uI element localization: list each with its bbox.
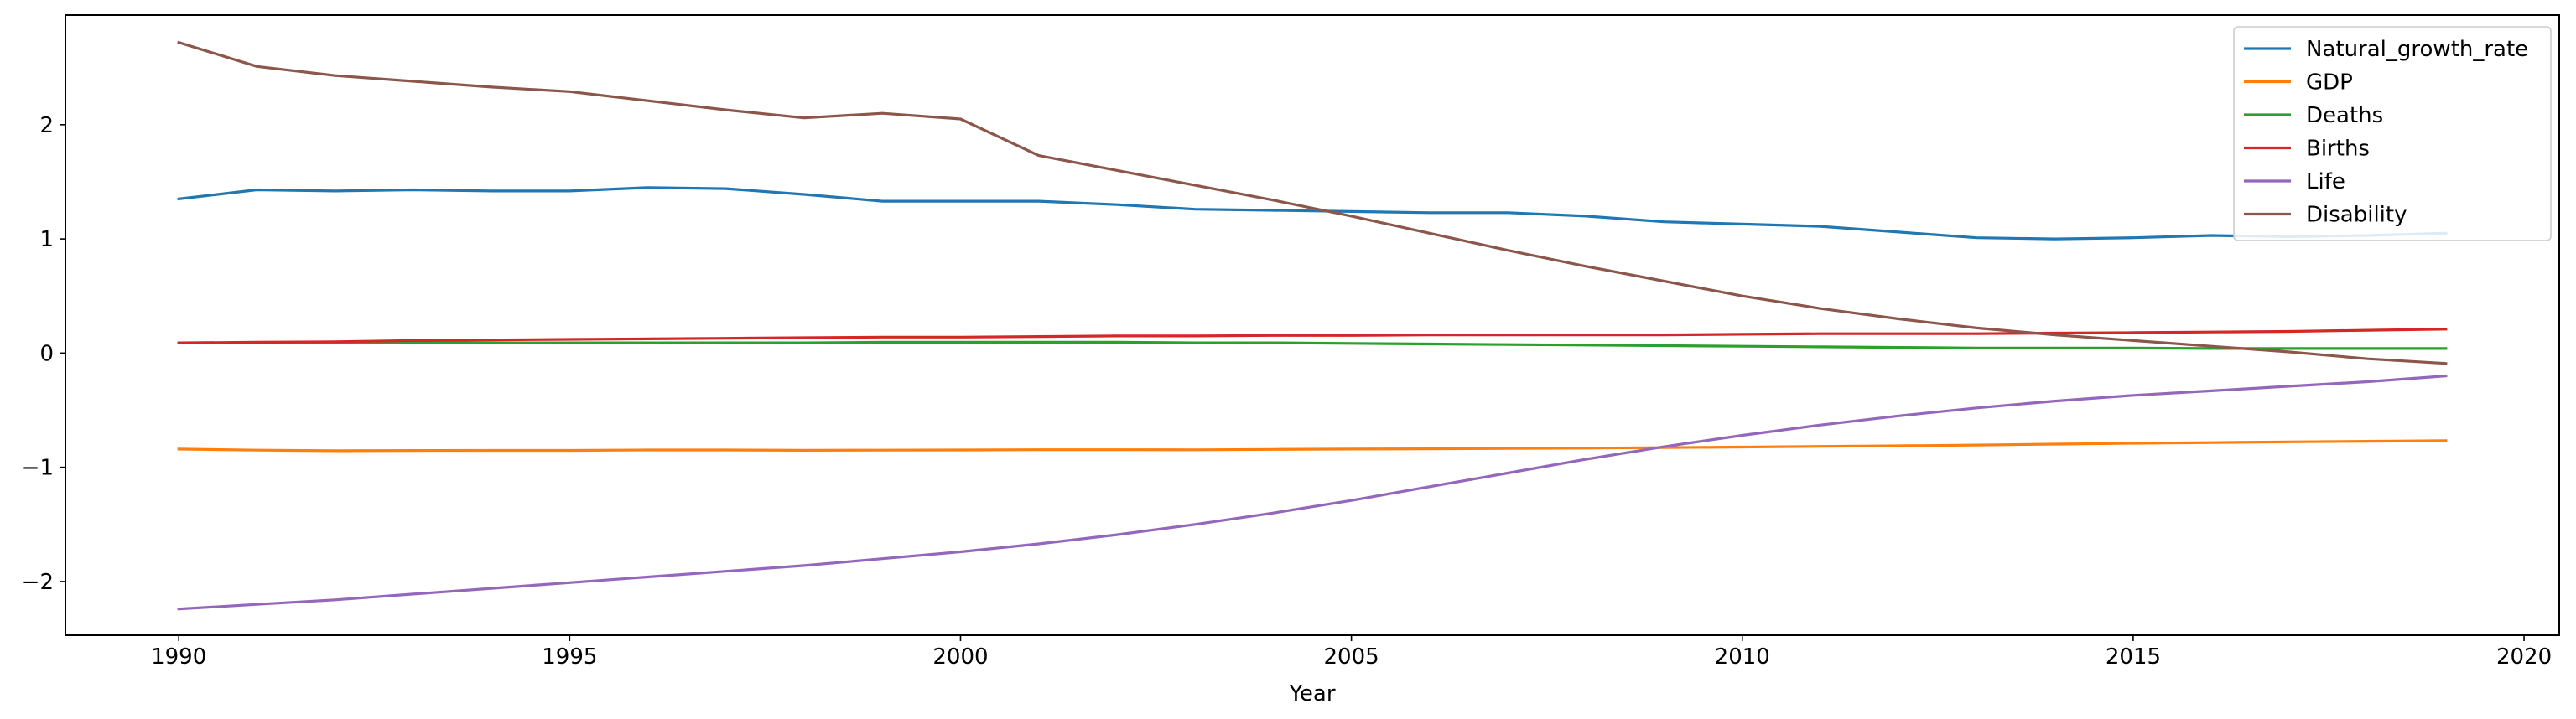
y-tick-label: 1: [39, 227, 54, 252]
y-tick-label: 2: [39, 113, 54, 138]
x-axis-label: Year: [1288, 681, 1335, 706]
y-tick-label: 0: [39, 341, 54, 366]
series-line-natural-growth-rate: [177, 186, 2448, 241]
legend-label: Births: [2306, 137, 2370, 162]
plot-frame: [65, 14, 2560, 636]
y-tick-label: −2: [22, 570, 54, 595]
series-layer: [177, 40, 2448, 611]
series-line-life: [177, 374, 2448, 611]
legend-label: Deaths: [2306, 103, 2383, 128]
legend-label: GDP: [2306, 70, 2353, 96]
x-axis-ticks: 1990 1995 2000 2005 2010 2015 2020: [151, 635, 2552, 670]
legend-label: Disability: [2306, 203, 2407, 228]
x-tick-label: 1995: [542, 644, 597, 670]
x-tick-label: 2010: [1715, 644, 1770, 670]
legend-label: Life: [2306, 169, 2345, 194]
x-tick-label: 2005: [1324, 644, 1379, 670]
series-line-deaths: [177, 340, 2448, 350]
series-line-gdp: [177, 439, 2448, 453]
series-line-births: [177, 328, 2448, 344]
series-line-disability: [177, 40, 2448, 365]
legend: Natural_growth_rate GDP Deaths Births Life Di…: [2233, 26, 2552, 241]
x-tick-label: 1990: [151, 644, 206, 670]
x-tick-label: 2020: [2496, 644, 2552, 670]
legend-box: [2233, 26, 2552, 241]
x-tick-label: 2000: [932, 644, 988, 670]
y-axis-ticks: −2 −1 0 1 2: [22, 113, 65, 595]
legend-label: Natural_growth_rate: [2306, 37, 2528, 62]
x-tick-label: 2015: [2106, 644, 2161, 670]
y-tick-label: −1: [22, 456, 54, 481]
